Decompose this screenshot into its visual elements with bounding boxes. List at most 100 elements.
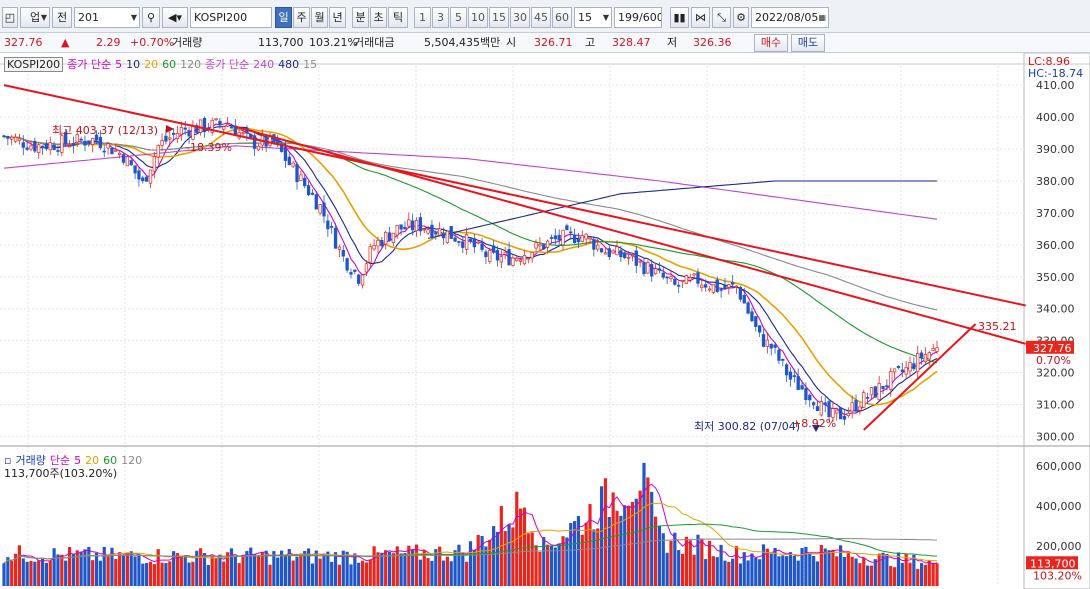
count-field[interactable]: 199/600 xyxy=(614,7,662,28)
candle-type-icon[interactable]: ▮▮ xyxy=(670,7,689,28)
open-label: 시 xyxy=(506,36,517,49)
sell-button[interactable]: 매도 xyxy=(791,34,825,52)
period-tab-day[interactable]: 일 xyxy=(275,7,292,28)
y-axis: 300.00310.00320.00330.00340.00350.00360.… xyxy=(1036,79,1082,553)
volume-bar xyxy=(823,548,827,586)
volume-bar xyxy=(326,551,330,586)
volume-bar xyxy=(761,544,766,586)
volume-bar xyxy=(576,515,581,586)
candle-body xyxy=(700,284,704,289)
volume-bar xyxy=(137,555,141,586)
volume-bar xyxy=(264,550,268,586)
volume-pct: 103.21% xyxy=(309,36,358,49)
period-tab-second[interactable]: 초 xyxy=(370,7,387,28)
candle-body xyxy=(927,352,931,360)
volume-bar xyxy=(6,557,10,586)
volume-bar xyxy=(37,560,41,586)
volume-bar xyxy=(553,547,557,586)
interval-input[interactable]: 15 ▼ xyxy=(574,7,612,28)
interval-15[interactable]: 15 xyxy=(489,7,509,28)
interval-60[interactable]: 60 xyxy=(552,7,572,28)
volume-bar xyxy=(121,554,126,586)
search-icon[interactable]: ⚲ xyxy=(142,7,160,28)
volume-bar xyxy=(206,564,210,586)
volume-legend-box[interactable]: ▫ xyxy=(4,454,12,467)
volume-bar xyxy=(13,553,18,586)
volume-bar xyxy=(91,560,95,586)
candle-body xyxy=(102,150,106,153)
candle-body xyxy=(750,311,754,322)
volume-bar xyxy=(303,551,307,586)
indicator-icon[interactable]: ⋈ xyxy=(691,7,710,28)
volume-bar xyxy=(927,560,931,586)
volume-bar xyxy=(684,536,689,586)
prefix-button[interactable]: 전 xyxy=(52,7,72,28)
candle-body xyxy=(37,144,41,154)
candle-body xyxy=(48,142,52,151)
volume-bar xyxy=(67,547,72,586)
candle-body xyxy=(923,354,928,362)
buy-button[interactable]: 매수 xyxy=(754,34,788,52)
interval-5[interactable]: 5 xyxy=(450,7,467,28)
candle-body xyxy=(885,385,889,388)
volume-bar xyxy=(48,560,52,586)
volume-bar xyxy=(607,516,611,586)
interval-45[interactable]: 45 xyxy=(531,7,551,28)
speaker-icon[interactable]: ◀▾ xyxy=(162,7,188,28)
y-tick-label: 370.00 xyxy=(1036,207,1075,220)
volume-bar xyxy=(819,545,823,586)
interval-30[interactable]: 30 xyxy=(510,7,530,28)
volume-bar xyxy=(923,564,928,586)
candle-body xyxy=(650,264,654,277)
last-pct-tag: 0.70% xyxy=(1036,354,1071,367)
period-tab-month[interactable]: 월 xyxy=(311,7,328,28)
volume-bar xyxy=(60,554,64,586)
date-input[interactable]: 2022/08/05 ▦ xyxy=(751,7,829,28)
volume-bar xyxy=(642,462,646,586)
period-tab-minute[interactable]: 분 xyxy=(352,7,369,28)
interval-3[interactable]: 3 xyxy=(432,7,449,28)
candle-body xyxy=(33,140,37,152)
volume-bar xyxy=(680,553,685,586)
interval-10[interactable]: 10 xyxy=(468,7,488,28)
volume-bar xyxy=(858,563,862,586)
chart-area[interactable]: 300.00310.00320.00330.00340.00350.00360.… xyxy=(0,53,1090,589)
volume-bar xyxy=(700,538,704,586)
market-select[interactable]: 업 ▼ xyxy=(20,7,50,28)
candle-body xyxy=(202,118,207,133)
candle-body xyxy=(411,220,415,231)
trendline-value: 335.21 xyxy=(978,320,1017,333)
annotations: 최고 403.37 (12/13) -18.39% 최저 300.82 (07/04… xyxy=(52,124,1082,582)
candle-body xyxy=(422,228,426,231)
candle-body xyxy=(584,233,588,240)
candle-body xyxy=(545,240,550,248)
volume-bar xyxy=(337,564,342,586)
drawing-icon[interactable]: ⤡ xyxy=(712,7,731,28)
volume-bar xyxy=(218,554,222,586)
volume-bar xyxy=(141,563,145,586)
candle-body xyxy=(438,228,442,236)
period-tab-week[interactable]: 주 xyxy=(293,7,310,28)
volume-bar xyxy=(831,549,835,586)
volume-bar xyxy=(40,558,45,586)
calendar-icon[interactable]: ▦ xyxy=(818,13,826,22)
interval-1[interactable]: 1 xyxy=(414,7,431,28)
expand-icon[interactable]: ◰ xyxy=(2,7,18,28)
candle-body xyxy=(299,174,303,181)
period-tab-year[interactable]: 년 xyxy=(329,7,346,28)
code-input[interactable]: 201 ▼ xyxy=(74,7,140,28)
high-marker-icon xyxy=(166,125,174,133)
candle-body xyxy=(653,268,658,275)
candle-body xyxy=(908,362,912,372)
symbol-name-field: KOSPI200 xyxy=(190,7,272,28)
candle-body xyxy=(279,143,284,152)
candle-body xyxy=(229,126,234,129)
chart-canvas[interactable]: 300.00310.00320.00330.00340.00350.00360.… xyxy=(0,53,1090,589)
legend-symbol[interactable]: KOSPI200 xyxy=(4,57,64,72)
period-tab-tick[interactable]: 틱 xyxy=(388,7,408,28)
candle-body xyxy=(688,277,692,281)
candle-body xyxy=(553,235,557,240)
gear-icon[interactable]: ⚙ xyxy=(733,7,749,28)
candle-body xyxy=(684,275,689,284)
volume-bar xyxy=(546,544,550,586)
